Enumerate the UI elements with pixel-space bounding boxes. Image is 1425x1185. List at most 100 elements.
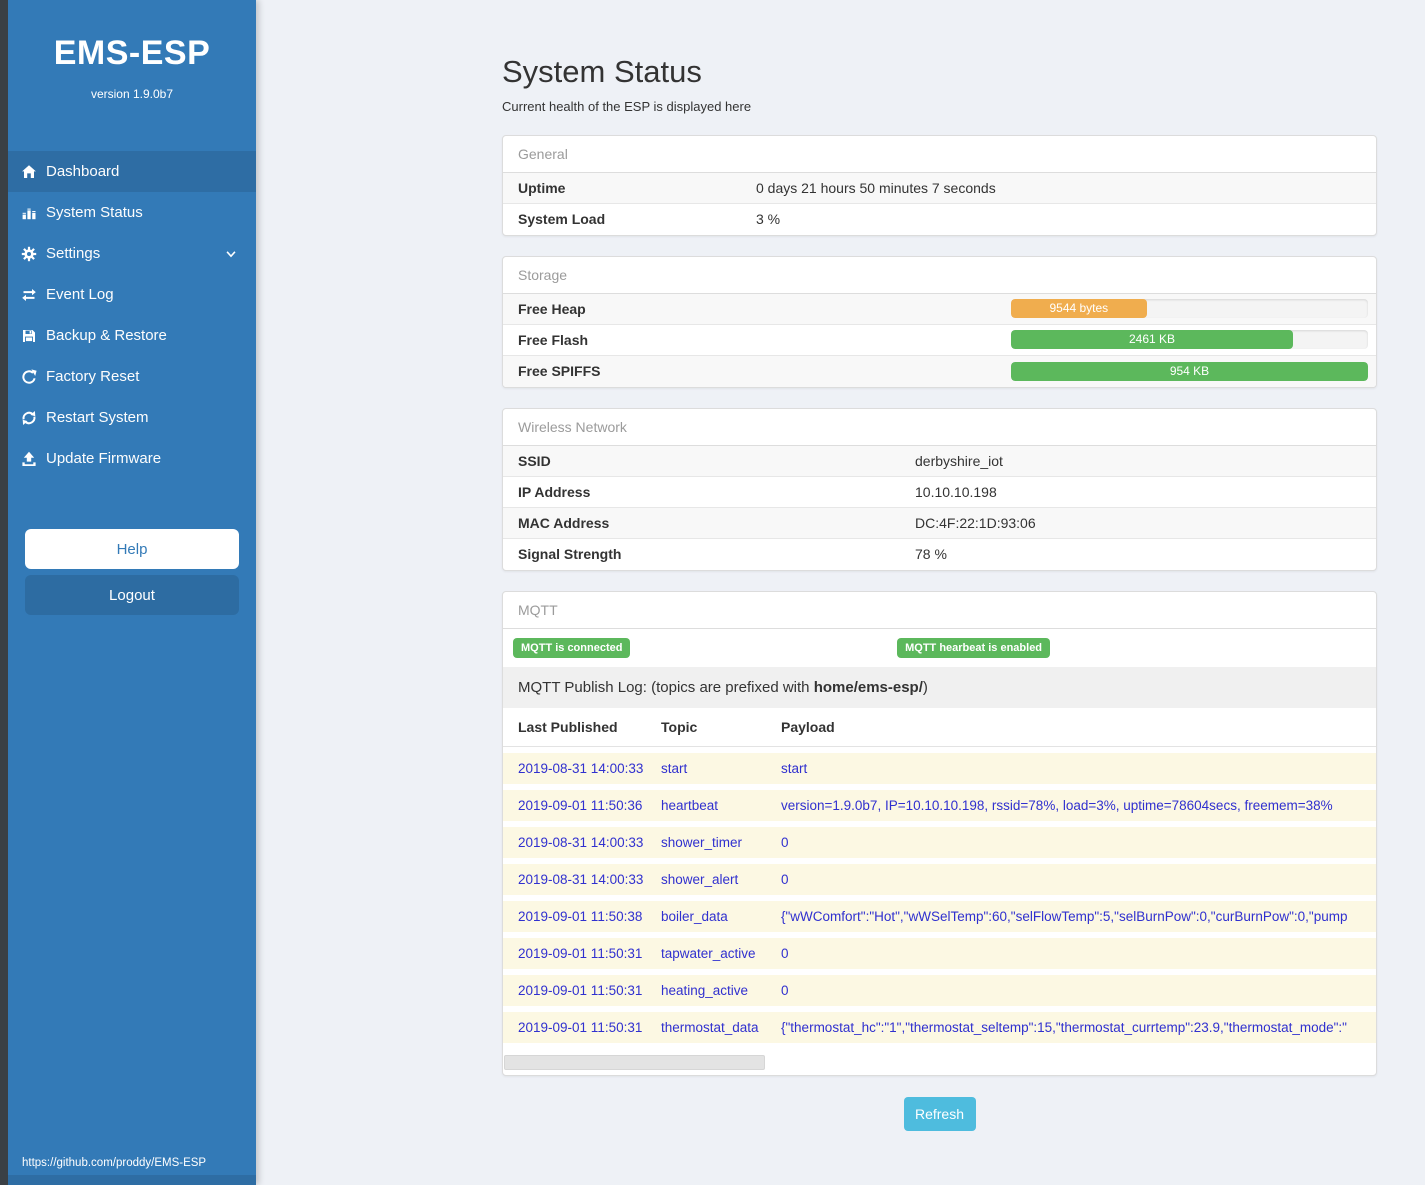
sidebar-item-factory-reset[interactable]: Factory Reset	[8, 356, 256, 397]
log-published: 2019-09-01 11:50:36	[518, 797, 643, 813]
sidebar-item-label: Factory Reset	[46, 368, 140, 385]
storage-row-free-heap: Free Heap 9544 bytes	[503, 293, 1376, 325]
log-published: 2019-09-01 11:50:38	[518, 908, 643, 924]
sidebar-bottom-strip	[8, 1175, 256, 1185]
log-payload: 0	[781, 834, 789, 850]
page-title: System Status	[502, 54, 702, 89]
progress-bar-track: 2461 KB	[1011, 330, 1368, 350]
bar-chart-icon	[20, 205, 38, 221]
sidebar-actions: Help Logout	[8, 529, 256, 615]
status-row-value: derbyshire_iot	[915, 452, 1003, 469]
log-topic: heartbeat	[661, 797, 719, 813]
publish-log-text: MQTT Publish Log: (topics are prefixed w…	[518, 678, 814, 696]
status-row-label: Uptime	[518, 179, 566, 196]
exchange-icon	[20, 287, 38, 303]
sidebar-item-system-status[interactable]: System Status	[8, 192, 256, 233]
publish-log-suffix: )	[922, 678, 928, 696]
brand: EMS-ESP version 1.9.0b7	[8, 0, 256, 101]
log-published: 2019-08-31 14:00:33	[518, 760, 644, 776]
storage-row-free-spiffs: Free SPIFFS 954 KB	[503, 355, 1376, 387]
sidebar-item-event-log[interactable]: Event Log	[8, 274, 256, 315]
log-payload: 0	[781, 982, 789, 998]
sidebar-item-update-firmware[interactable]: Update Firmware	[8, 438, 256, 479]
log-topic: heating_active	[661, 982, 749, 998]
status-row-value: 3 %	[756, 211, 781, 228]
log-row-heartbeat: 2019-09-01 11:50:36 heartbeat version=1.9.…	[503, 789, 1376, 821]
progress-bar-fill: 2461 KB	[1011, 330, 1294, 350]
sidebar-nav: Dashboard System Status Settings Event Log B…	[8, 151, 256, 479]
log-payload: {"wWComfort":"Hot","wWSelTemp":60,"selFl…	[781, 908, 1348, 924]
log-topic: boiler_data	[661, 908, 728, 924]
progress-bar-fill: 9544 bytes	[1011, 299, 1147, 319]
mqtt-badges: MQTT is connected MQTT hearbeat is enabl…	[503, 629, 1376, 667]
progress-bar-track: 9544 bytes	[1011, 299, 1368, 319]
gear-icon	[20, 246, 38, 262]
log-payload: 0	[781, 945, 789, 961]
status-row-value: 0 days 21 hours 50 minutes 7 seconds	[756, 179, 996, 196]
log-published: 2019-09-01 11:50:31	[518, 945, 643, 961]
status-row-uptime: Uptime 0 days 21 hours 50 minutes 7 secon…	[503, 172, 1376, 204]
sidebar-item-settings[interactable]: Settings	[8, 233, 256, 274]
sidebar-item-label: Restart System	[46, 409, 149, 426]
log-topic: shower_alert	[661, 871, 739, 887]
log-row-heating-active: 2019-09-01 11:50:31 heating_active 0	[503, 974, 1376, 1006]
sidebar-item-restart-system[interactable]: Restart System	[8, 397, 256, 438]
progress-bar-track: 954 KB	[1011, 361, 1368, 381]
log-payload: 0	[781, 871, 789, 887]
chevron-down-icon	[222, 246, 240, 262]
publish-log-topic-prefix: home/ems-esp/	[813, 678, 923, 696]
log-published: 2019-08-31 14:00:33	[518, 871, 644, 887]
sidebar-item-label: System Status	[46, 204, 143, 221]
main-content: System Status Current health of the ESP …	[256, 0, 1425, 1185]
sidebar-item-label: Settings	[46, 245, 101, 262]
status-row-value: 10.10.10.198	[915, 483, 997, 500]
mqtt-panel: MQTT MQTT is connected MQTT hearbeat is …	[502, 590, 1377, 1076]
help-button[interactable]: Help	[25, 529, 239, 569]
sidebar-item-label: Update Firmware	[46, 450, 162, 467]
mqtt-heartbeat-badge: MQTT hearbeat is enabled	[897, 637, 1051, 658]
log-payload: {"thermostat_hc":"1","thermostat_seltemp…	[781, 1019, 1347, 1035]
log-row-tapwater-active: 2019-09-01 11:50:31 tapwater_active 0	[503, 937, 1376, 969]
log-row-shower-timer: 2019-08-31 14:00:33 shower_timer 0	[503, 826, 1376, 858]
log-topic: shower_timer	[661, 834, 743, 850]
refresh-button[interactable]: Refresh	[903, 1096, 976, 1131]
logout-button[interactable]: Logout	[25, 575, 239, 615]
storage-panel-title: Storage	[503, 257, 1376, 294]
wireless-panel: Wireless Network SSID derbyshire_iot IP Ad…	[502, 407, 1377, 571]
status-row-label: Signal Strength	[518, 546, 622, 563]
wireless-panel-title: Wireless Network	[503, 409, 1376, 446]
log-row-thermostat-data: 2019-09-01 11:50:31 thermostat_data {"ther…	[503, 1011, 1376, 1043]
scrollbar-thumb[interactable]	[504, 1054, 765, 1070]
status-row-signal-strength: Signal Strength 78 %	[503, 539, 1376, 570]
status-row-label: MAC Address	[518, 514, 610, 531]
mqtt-connected-badge: MQTT is connected	[513, 637, 631, 658]
sidebar-item-backup-restore[interactable]: Backup & Restore	[8, 315, 256, 356]
log-row-start: 2019-08-31 14:00:33 start start	[503, 752, 1376, 784]
status-row-label: Free Flash	[518, 331, 589, 348]
mqtt-panel-title: MQTT	[503, 592, 1376, 629]
storage-row-free-flash: Free Flash 2461 KB	[503, 325, 1376, 356]
status-row-label: SSID	[518, 452, 551, 469]
log-table-rows: 2019-08-31 14:00:33 start start 2019-09-01 …	[503, 747, 1376, 1043]
storage-panel: Storage Free Heap 9544 bytes Free Flash 246…	[502, 255, 1377, 388]
home-icon	[20, 164, 38, 180]
log-table-header: Last Published Topic Payload	[503, 708, 1376, 747]
wireless-rows: SSID derbyshire_iot IP Address 10.10.10.198…	[503, 445, 1376, 570]
sidebar-item-dashboard[interactable]: Dashboard	[8, 151, 256, 192]
github-link[interactable]: https://github.com/proddy/EMS-ESP	[22, 1157, 207, 1169]
log-row-boiler-data: 2019-09-01 11:50:38 boiler_data {"wWComfor…	[503, 900, 1376, 932]
general-panel: General Uptime 0 days 21 hours 50 minutes…	[502, 134, 1377, 236]
sidebar-item-label: Dashboard	[46, 163, 120, 180]
storage-rows: Free Heap 9544 bytes Free Flash 2461 KB Free…	[503, 293, 1376, 387]
status-row-ssid: SSID derbyshire_iot	[503, 445, 1376, 477]
log-column-header-payload: Payload	[781, 718, 835, 735]
status-row-value: DC:4F:22:1D:93:06	[915, 514, 1036, 531]
redo-icon	[20, 368, 38, 385]
status-row-label: Free Heap	[518, 300, 586, 317]
log-row-shower-alert: 2019-08-31 14:00:33 shower_alert 0	[503, 863, 1376, 895]
log-published: 2019-09-01 11:50:31	[518, 1019, 643, 1035]
sidebar-item-label: Backup & Restore	[46, 327, 167, 344]
log-column-header-last-published: Last Published	[518, 718, 618, 735]
log-topic: start	[661, 760, 688, 776]
progress-bar-fill: 954 KB	[1011, 361, 1368, 381]
